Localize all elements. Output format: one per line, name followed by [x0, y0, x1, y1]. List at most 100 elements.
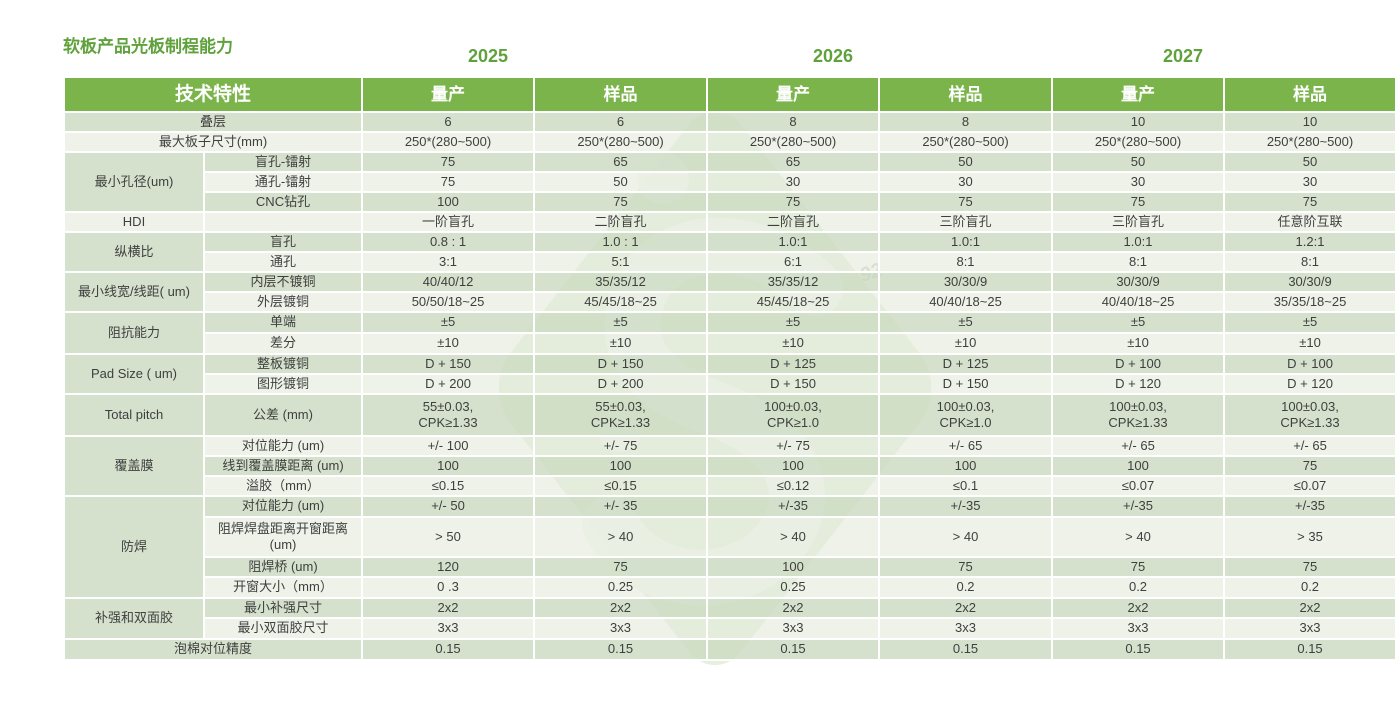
cell-value: 75	[706, 191, 881, 213]
cell-value: 100	[706, 455, 881, 477]
cell-value: 8:1	[1223, 251, 1398, 273]
cell-value: 5:1	[533, 251, 709, 273]
cell-value: 35/35/18~25	[1223, 291, 1398, 313]
cell-value: +/- 100	[361, 435, 536, 457]
cell-value: 0.2	[878, 576, 1054, 599]
cell-value: +/- 65	[1051, 435, 1226, 457]
cell-value: ±5	[1223, 311, 1398, 334]
cell-value: > 40	[706, 516, 881, 558]
cell-value: 三阶盲孔	[1051, 211, 1226, 233]
row-sublabel: 差分	[202, 332, 364, 355]
cell-value: 3x3	[1223, 617, 1398, 640]
cell-value: 100±0.03, CPK≥1.33	[1051, 393, 1226, 437]
table-row: 差分 ±10 ±10 ±10 ±10 ±10 ±10	[64, 332, 1398, 355]
row-sublabel: 对位能力 (um)	[202, 495, 364, 518]
cell-value: 10	[1223, 111, 1398, 133]
cell-value: 40/40/18~25	[878, 291, 1054, 313]
cell-value: 50	[1051, 151, 1226, 173]
cell-value: ±10	[533, 332, 709, 355]
cell-value: 30/30/9	[1223, 271, 1398, 293]
cell-value: 3:1	[361, 251, 536, 273]
cell-value: +/- 65	[878, 435, 1054, 457]
row-group-label: Pad Size ( um)	[63, 353, 205, 395]
cell-value: 2x2	[1223, 597, 1398, 619]
table-row: 补强和双面胶 最小补强尺寸 2x2 2x2 2x2 2x2 2x2 2x2	[63, 597, 1398, 640]
cell-value: D + 200	[533, 373, 709, 395]
cell-value: 三阶盲孔	[878, 211, 1054, 233]
cell-value: 3x3	[361, 617, 536, 640]
cell-value: D + 125	[706, 353, 881, 375]
cell-value: > 35	[1223, 516, 1398, 558]
row-sublabel: 通孔	[202, 251, 364, 273]
cell-value: 35/35/12	[533, 271, 709, 293]
table-row: 溢胶（mm） ≤0.15 ≤0.15 ≤0.12 ≤0.1 ≤0.07 ≤0.07	[64, 475, 1398, 497]
cell-value: 8:1	[1051, 251, 1226, 273]
cell-value: 250*(280~500)	[533, 131, 709, 153]
table-header-row: 技术特性 量产 样品 量产 样品 量产 样品	[62, 76, 1398, 113]
year-label-2025: 2025	[468, 46, 509, 66]
row-group-label: 覆盖膜	[63, 435, 205, 497]
table-row: 防焊 对位能力 (um) +/- 50 +/- 35 +/-35 +/-35 +/-35 +/…	[63, 495, 1398, 599]
row-sublabel: 盲孔	[202, 231, 364, 253]
table-row: 通孔-镭射 75 50 30 30 30 30	[64, 171, 1398, 193]
cell-value: 3x3	[706, 617, 881, 640]
cell-value: 0.15	[706, 638, 881, 661]
cell-value: D + 100	[1223, 353, 1398, 375]
table-row: 最小孔径(um) 盲孔-镭射 75 65 65 50 50 50	[63, 151, 1398, 213]
cell-value: 1.2:1	[1223, 231, 1398, 253]
cell-value: 8	[706, 111, 881, 133]
table-row: Total pitch 公差 (mm) 55±0.03, CPK≥1.33 55±0.…	[63, 393, 1398, 437]
cell-value: ±10	[361, 332, 536, 355]
cell-value: 一阶盲孔	[361, 211, 536, 233]
cell-value: 0.15	[1223, 638, 1398, 661]
row-sublabel: 线到覆盖膜距离 (um)	[202, 455, 364, 477]
cell-value: 0.2	[1223, 576, 1398, 599]
cell-value: 250*(280~500)	[878, 131, 1054, 153]
table-row: 最小线宽/线距( um) 内层不镀铜 40/40/12 35/35/12 35/35/1…	[63, 271, 1398, 313]
cell-value: 75	[361, 171, 536, 193]
table-row: 最大板子尺寸(mm) 250*(280~500) 250*(280~500) 250*…	[62, 131, 1398, 153]
cell-value: +/- 50	[361, 495, 536, 518]
table-row: 开窗大小（mm） 0 .3 0.25 0.25 0.2 0.2 0.2	[64, 576, 1398, 599]
cell-value: > 40	[1051, 516, 1226, 558]
header-col-2026-massprod: 量产	[706, 76, 881, 113]
cell-value: ≤0.15	[361, 475, 536, 497]
row-label: 最大板子尺寸(mm)	[62, 131, 364, 153]
row-sublabel: 阻焊桥 (um)	[202, 556, 364, 578]
cell-value: +/-35	[1223, 495, 1398, 518]
cell-value: D + 120	[1223, 373, 1398, 395]
row-sublabel: 外层镀铜	[202, 291, 364, 313]
table-row: 最小双面胶尺寸 3x3 3x3 3x3 3x3 3x3 3x3	[64, 617, 1398, 640]
cell-value: 30/30/9	[878, 271, 1054, 293]
row-sublabel: 阻焊焊盘距离开窗距离 (um)	[202, 516, 364, 558]
cell-value: D + 150	[533, 353, 709, 375]
row-label: 泡棉对位精度	[62, 638, 364, 661]
header-col-2025-sample: 样品	[533, 76, 709, 113]
cell-value: +/-35	[1051, 495, 1226, 518]
cell-value: 100±0.03, CPK≥1.0	[878, 393, 1054, 437]
cell-value: D + 150	[878, 373, 1054, 395]
row-group-label: HDI	[63, 211, 205, 233]
cell-value: 2x2	[1051, 597, 1226, 619]
cell-value: 55±0.03, CPK≥1.33	[533, 393, 709, 437]
row-sublabel: 通孔-镭射	[202, 171, 364, 193]
cell-value: ≤0.12	[706, 475, 881, 497]
cell-value: 0.15	[878, 638, 1054, 661]
cell-value: 250*(280~500)	[706, 131, 881, 153]
cell-value: 120	[361, 556, 536, 578]
row-group-label: 阻抗能力	[63, 311, 205, 355]
cell-value: D + 150	[706, 373, 881, 395]
header-col-2026-sample: 样品	[878, 76, 1054, 113]
cell-value: 0.25	[706, 576, 881, 599]
row-group-label: 补强和双面胶	[63, 597, 205, 640]
cell-value: ±5	[706, 311, 881, 334]
row-sublabel: 单端	[202, 311, 364, 334]
cell-value: 100	[1051, 455, 1226, 477]
cell-value: 55±0.03, CPK≥1.33	[361, 393, 536, 437]
table-row: 阻焊焊盘距离开窗距离 (um) > 50 > 40 > 40 > 40 > 40 > 35	[64, 516, 1398, 558]
header-col-2027-sample: 样品	[1223, 76, 1398, 113]
cell-value: 6	[361, 111, 536, 133]
cell-value: 50	[533, 171, 709, 193]
table-row: Pad Size ( um) 整板镀铜 D + 150 D + 150 D + 125 D…	[63, 353, 1398, 395]
